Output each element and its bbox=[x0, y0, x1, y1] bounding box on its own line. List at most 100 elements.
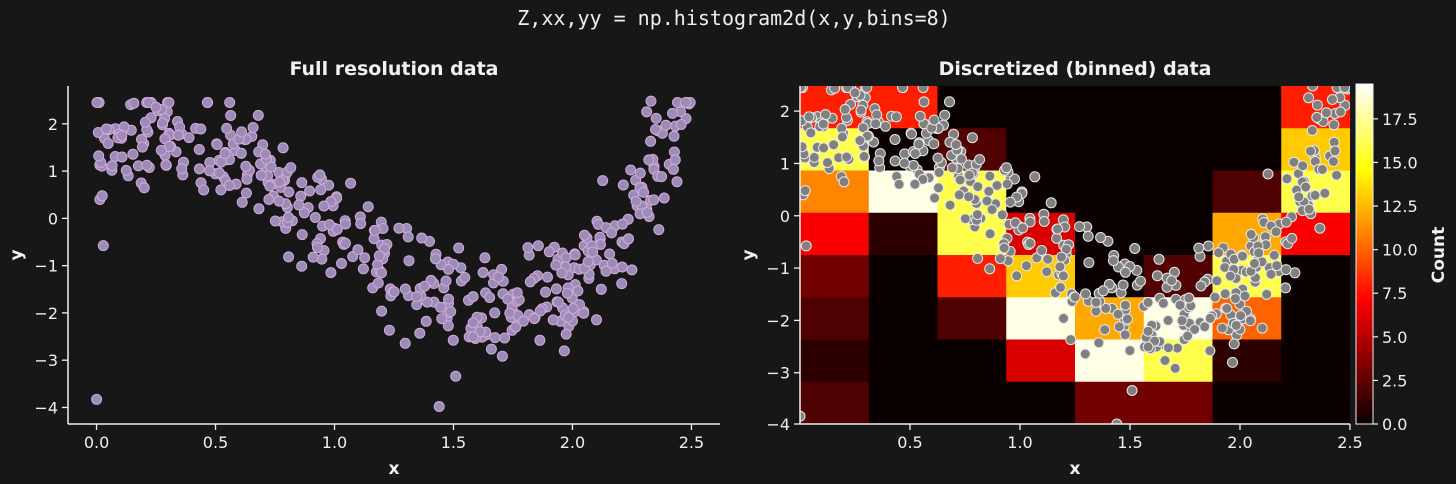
scatter-point bbox=[263, 194, 275, 205]
scatter-panel: Full resolution data 0.0 0.5 1.0 1.5 2.0 2.5 … bbox=[7, 58, 720, 479]
scatter-point bbox=[198, 184, 210, 196]
x-tick-label: 2.5 bbox=[1337, 433, 1362, 452]
heatmap-overlay-point bbox=[917, 86, 929, 94]
scatter-point bbox=[560, 328, 572, 340]
heatmap-overlay-point bbox=[1239, 290, 1251, 302]
heatmap-overlay-point bbox=[966, 132, 978, 144]
heatmap-cell bbox=[1281, 297, 1350, 341]
scatter-point bbox=[141, 159, 153, 171]
heatmap-overlay-point bbox=[933, 182, 944, 194]
scatter-point bbox=[419, 280, 431, 292]
heatmap-overlay-point bbox=[1055, 251, 1067, 263]
heatmap-cell bbox=[868, 297, 939, 341]
heatmap-overlay-point bbox=[1065, 334, 1077, 346]
heatmap-overlay-point bbox=[890, 111, 902, 123]
heatmap-overlay-point bbox=[1230, 319, 1242, 331]
scatter-point bbox=[510, 321, 522, 333]
colorbar-ticks: 0.0 2.5 5.0 7.5 10.0 12.5 15.0 17.5 bbox=[1373, 110, 1418, 434]
heatmap-overlay-point bbox=[1045, 197, 1057, 209]
scatter-point bbox=[653, 224, 665, 236]
scatter-point bbox=[402, 231, 414, 243]
heatmap-overlay-point bbox=[1011, 270, 1023, 282]
heatmap-overlay-point bbox=[1268, 249, 1280, 261]
y-tick-label: 0 bbox=[780, 207, 790, 226]
scatter-point bbox=[116, 130, 128, 142]
heatmap-y-ticks: −4 −3 −2 −1 0 1 2 bbox=[766, 102, 800, 434]
heatmap-cell bbox=[800, 381, 870, 424]
scatter-point bbox=[517, 315, 529, 327]
x-tick-label: 2.5 bbox=[679, 433, 704, 452]
heatmap-overlay-point bbox=[1237, 250, 1248, 262]
scatter-point bbox=[369, 224, 381, 236]
colorbar-tick-label: 17.5 bbox=[1382, 110, 1418, 129]
scatter-point bbox=[595, 283, 607, 295]
heatmap-overlay-point bbox=[1038, 216, 1050, 227]
colorbar-tick-label: 15.0 bbox=[1382, 153, 1418, 172]
colorbar-tick-label: 10.0 bbox=[1382, 241, 1418, 260]
scatter-point bbox=[157, 117, 169, 129]
scatter-point bbox=[259, 148, 271, 160]
scatter-point bbox=[435, 301, 447, 313]
heatmap-overlay-point bbox=[1112, 308, 1124, 320]
colorbar-tick-label: 0.0 bbox=[1382, 415, 1407, 434]
scatter-point bbox=[274, 176, 286, 188]
heatmap-overlay-point bbox=[1036, 245, 1048, 256]
heatmap-overlay-point bbox=[854, 135, 866, 146]
scatter-point bbox=[532, 240, 544, 252]
scatter-point bbox=[325, 267, 337, 279]
x-tick-label: 0.0 bbox=[84, 433, 109, 452]
heatmap-overlay-point bbox=[1074, 221, 1085, 233]
scatter-point bbox=[373, 250, 385, 262]
scatter-point bbox=[336, 258, 347, 269]
heatmap-cell bbox=[937, 86, 1007, 129]
scatter-point bbox=[645, 95, 657, 107]
heatmap-overlay-point bbox=[963, 191, 975, 203]
scatter-point bbox=[496, 350, 508, 362]
scatter-title: Full resolution data bbox=[290, 58, 499, 80]
scatter-point bbox=[600, 265, 612, 277]
heatmap-overlay-point bbox=[1249, 258, 1260, 269]
scatter-point bbox=[252, 109, 264, 121]
heatmap-overlay-point bbox=[1069, 291, 1081, 303]
heatmap-overlay-point bbox=[880, 120, 891, 132]
y-tick-label: −2 bbox=[766, 311, 790, 330]
scatter-point bbox=[604, 248, 616, 260]
scatter-point bbox=[359, 252, 371, 264]
scatter-point bbox=[440, 275, 452, 287]
heatmap-overlay-point bbox=[1316, 164, 1328, 175]
heatmap-overlay-point bbox=[1211, 275, 1223, 287]
y-tick-label: −4 bbox=[766, 415, 790, 434]
heatmap-overlay-point bbox=[1121, 313, 1133, 325]
scatter-point bbox=[447, 334, 459, 346]
heatmap-cell bbox=[1006, 339, 1076, 383]
scatter-point bbox=[420, 315, 432, 327]
heatmap-cell bbox=[937, 255, 1007, 298]
heatmap-overlay-point bbox=[1041, 266, 1053, 278]
heatmap-cell bbox=[868, 255, 939, 298]
x-tick-label: 0.5 bbox=[897, 433, 922, 452]
heatmap-overlay-point bbox=[1329, 145, 1341, 157]
heatmap-overlay-point bbox=[1297, 160, 1309, 172]
heatmap-overlay-point bbox=[1216, 322, 1228, 334]
heatmap-overlay-point bbox=[917, 173, 929, 185]
scatter-point bbox=[240, 187, 252, 199]
heatmap-overlay-point bbox=[1328, 119, 1340, 131]
scatter-point bbox=[591, 314, 602, 326]
scatter-y-ticks: −4 −3 −2 −1 0 1 2 bbox=[34, 115, 68, 417]
x-tick-label: 2.0 bbox=[1227, 433, 1252, 452]
scatter-point bbox=[578, 307, 590, 319]
scatter-point bbox=[225, 110, 237, 121]
heatmap-overlay-point bbox=[829, 86, 841, 94]
heatmap-overlay-point bbox=[994, 253, 1006, 265]
scatter-point bbox=[489, 332, 501, 344]
heatmap-overlay-point bbox=[1303, 92, 1315, 104]
heatmap-panel: Discretized (binned) data 0.5 1.0 1.5 2.0 2.… bbox=[739, 58, 1449, 479]
scatter-point bbox=[116, 151, 128, 163]
heatmap-x-axis-label: x bbox=[1070, 459, 1081, 479]
figure-suptitle: Z,xx,yy = np.histogram2d(x,y,bins=8) bbox=[517, 6, 950, 30]
y-tick-label: 1 bbox=[780, 154, 790, 173]
heatmap-overlay-point bbox=[1300, 181, 1312, 193]
scatter-point bbox=[296, 260, 308, 272]
scatter-point bbox=[96, 190, 108, 202]
